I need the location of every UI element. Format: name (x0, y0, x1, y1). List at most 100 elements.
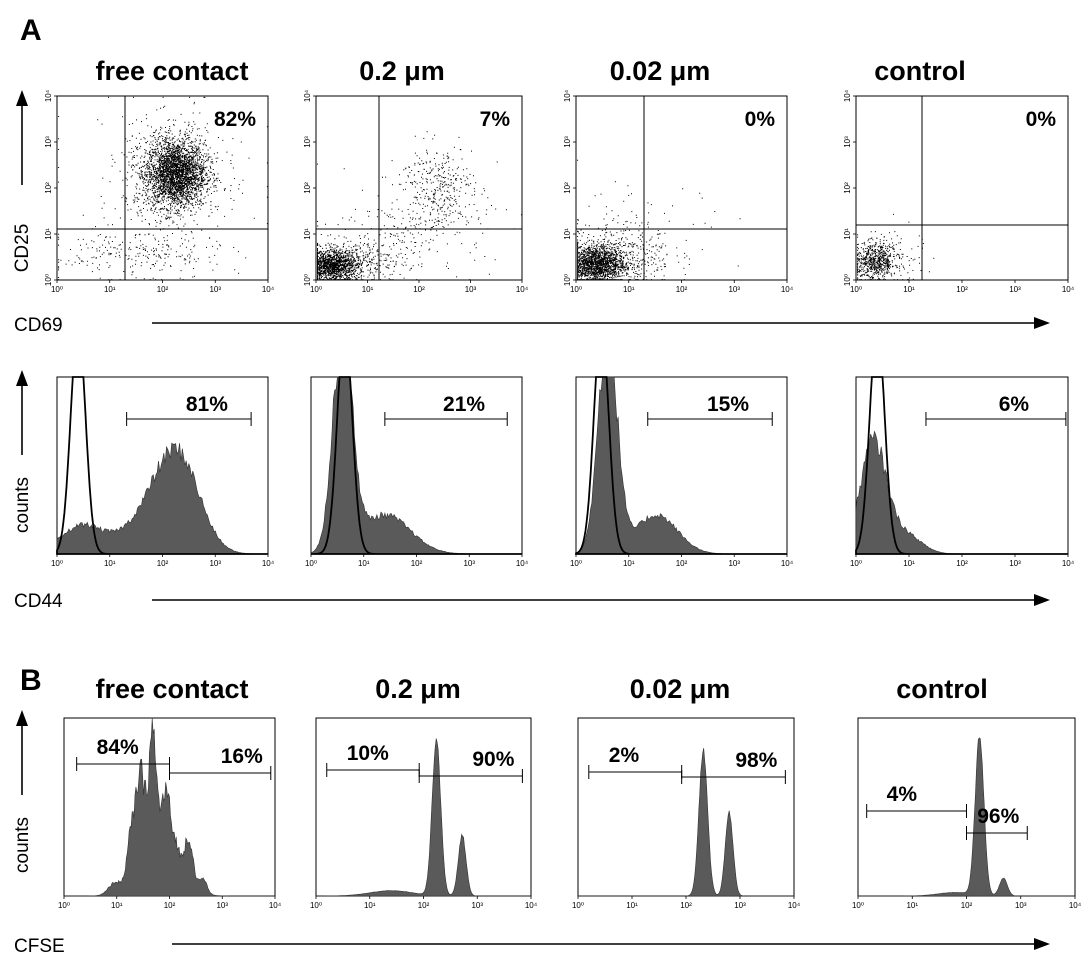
gate-percent-label: 0% (745, 108, 776, 131)
dot-plot-ytick-label: 10³ (563, 136, 572, 148)
dot-plot-ytick-label: 10² (303, 182, 312, 194)
histogram-xtick-label: 10⁴ (1062, 559, 1075, 568)
gate-percent-label: 81% (186, 393, 228, 416)
histogram: 6% 10⁰ 10¹ 10² 10³ 10⁴ (850, 376, 1075, 568)
title-a-control: control (874, 56, 966, 86)
histogram: 4% 96% 10⁰ 10¹ 10² 10³ 10⁴ (852, 717, 1082, 910)
dot-plot-ytick-label: 10³ (303, 136, 312, 148)
dot-plot-ytick-label: 10¹ (303, 228, 312, 240)
dot-plot-xtick-label: 10³ (465, 285, 477, 294)
histogram-xtick-label: 10⁰ (51, 559, 63, 568)
histogram-xtick-label: 10² (157, 559, 169, 568)
histogram: 84% 16% 10⁰ 10¹ 10² 10³ 10⁴ (58, 717, 282, 910)
histogram-xtick-label: 10¹ (626, 901, 638, 910)
gate-percent-label: 10% (347, 742, 389, 765)
gate-percent-label: 90% (472, 748, 514, 771)
dot-plot-xtick-label: 10⁰ (51, 285, 63, 294)
dot-plot-xtick-label: 10⁰ (850, 285, 862, 294)
histogram-xtick-label: 10² (676, 559, 688, 568)
dot-plot: 7% 10⁰ 10¹ 10² 10³ 10⁴ 10⁰ 10¹ 10² 10³ 10⁴ (303, 89, 529, 294)
gate-percent-label: 4% (887, 783, 918, 806)
cfse-histogram (858, 737, 1075, 897)
cell-events (857, 213, 935, 281)
histogram-xtick-label: 10² (680, 901, 692, 910)
dot-plot-xtick-label: 10² (676, 285, 688, 294)
histogram: 21% 10⁰ 10¹ 10² 10³ 10⁴ (305, 376, 529, 568)
cell-events (317, 131, 522, 281)
gate-percent-label: 6% (999, 393, 1030, 416)
dot-plot-xtick-label: 10³ (209, 285, 221, 294)
histogram-xtick-label: 10³ (1009, 559, 1021, 568)
histogram: 15% 10⁰ 10¹ 10² 10³ 10⁴ (570, 376, 794, 568)
dot-plot-xtick-label: 10¹ (362, 285, 374, 294)
dot-plot-xtick-label: 10⁴ (262, 285, 275, 294)
cd25-axis-title: CD25 (12, 224, 33, 273)
dot-plot: 82% 10⁰ 10¹ 10² 10³ 10⁴ 10⁰ 10¹ 10² 10³ 10⁴ (44, 89, 275, 294)
dot-plot-xtick-label: 10⁴ (781, 285, 794, 294)
histogram-xtick-label: 10⁴ (262, 559, 275, 568)
panel-label-b: B (20, 664, 42, 697)
dot-plot-ytick-label: 10² (44, 182, 53, 194)
cfse-axis-arrow (172, 938, 1050, 950)
dot-plot-xtick-label: 10¹ (903, 285, 915, 294)
panel-label-a: A (20, 14, 42, 47)
cfse-histogram (64, 717, 275, 897)
plot-frame (575, 95, 788, 281)
cfse-histogram (578, 748, 794, 897)
histogram-xtick-label: 10⁰ (58, 901, 70, 910)
title-a-0-2um: 0.2 μm (359, 56, 445, 86)
histogram-xtick-label: 10³ (728, 559, 740, 568)
dot-plot-ytick-label: 10⁴ (44, 89, 53, 102)
dot-plot-xtick-label: 10⁴ (1062, 285, 1075, 294)
cd69-axis-arrow (152, 317, 1050, 329)
title-b-free-contact: free contact (95, 674, 248, 704)
dot-plot-xtick-label: 10² (956, 285, 968, 294)
gate-percent-label: 21% (443, 393, 485, 416)
histogram-xtick-label: 10⁰ (310, 901, 322, 910)
dot-plot-xtick-label: 10¹ (104, 285, 116, 294)
histogram-xtick-label: 10⁰ (305, 559, 317, 568)
histogram-xtick-label: 10³ (463, 559, 475, 568)
cd44-axis-arrow (152, 594, 1050, 606)
dot-plot: 0% 10⁰ 10¹ 10² 10³ 10⁴ 10⁰ 10¹ 10² 10³ 10⁴ (563, 89, 794, 294)
histogram-xtick-label: 10¹ (358, 559, 370, 568)
histogram-xtick-label: 10¹ (111, 901, 123, 910)
cd69-axis-title: CD69 (14, 315, 63, 336)
plot-frame (315, 717, 532, 897)
dot-plot-ytick-label: 10³ (843, 136, 852, 148)
histogram-xtick-label: 10¹ (364, 901, 376, 910)
cell-events (577, 159, 741, 281)
histogram-xtick-label: 10³ (209, 559, 221, 568)
gate-percent-label: 7% (480, 108, 511, 131)
gate-percent-label: 84% (97, 736, 139, 759)
dot-plot-ytick-label: 10⁰ (843, 274, 852, 286)
cd25-axis-arrow (16, 90, 28, 185)
dot-plot-ytick-label: 10³ (44, 136, 53, 148)
histogram: 10% 90% 10⁰ 10¹ 10² 10³ 10⁴ (310, 717, 538, 910)
cd44-axis-title: CD44 (14, 591, 63, 612)
dot-plot-xtick-label: 10⁴ (516, 285, 529, 294)
dot-plot-ytick-label: 10¹ (843, 228, 852, 240)
title-b-0-2um: 0.2 μm (375, 674, 461, 704)
histogram-xtick-label: 10⁴ (269, 901, 282, 910)
plot-frame (56, 95, 269, 281)
dot-plot-ytick-label: 10⁰ (303, 274, 312, 286)
dot-plot-ytick-label: 10¹ (44, 228, 53, 240)
dot-plot-xtick-label: 10³ (1009, 285, 1021, 294)
histogram-xtick-label: 10² (418, 901, 430, 910)
control-histogram-outline (311, 376, 522, 555)
counts-axis-arrow-a (16, 370, 28, 455)
histogram-xtick-label: 10³ (471, 901, 483, 910)
histogram-xtick-label: 10³ (216, 901, 228, 910)
plot-frame (315, 95, 523, 281)
dot-plot-ytick-label: 10² (843, 182, 852, 194)
gate-percent-label: 15% (707, 393, 749, 416)
dot-plot-ytick-label: 10⁰ (563, 274, 572, 286)
histogram-xtick-label: 10⁴ (525, 901, 538, 910)
gate-percent-label: 2% (609, 744, 640, 767)
gate-percent-label: 98% (735, 749, 777, 772)
histogram: 81% 10⁰ 10¹ 10² 10³ 10⁴ (51, 376, 275, 568)
dot-plot-xtick-label: 10² (157, 285, 169, 294)
